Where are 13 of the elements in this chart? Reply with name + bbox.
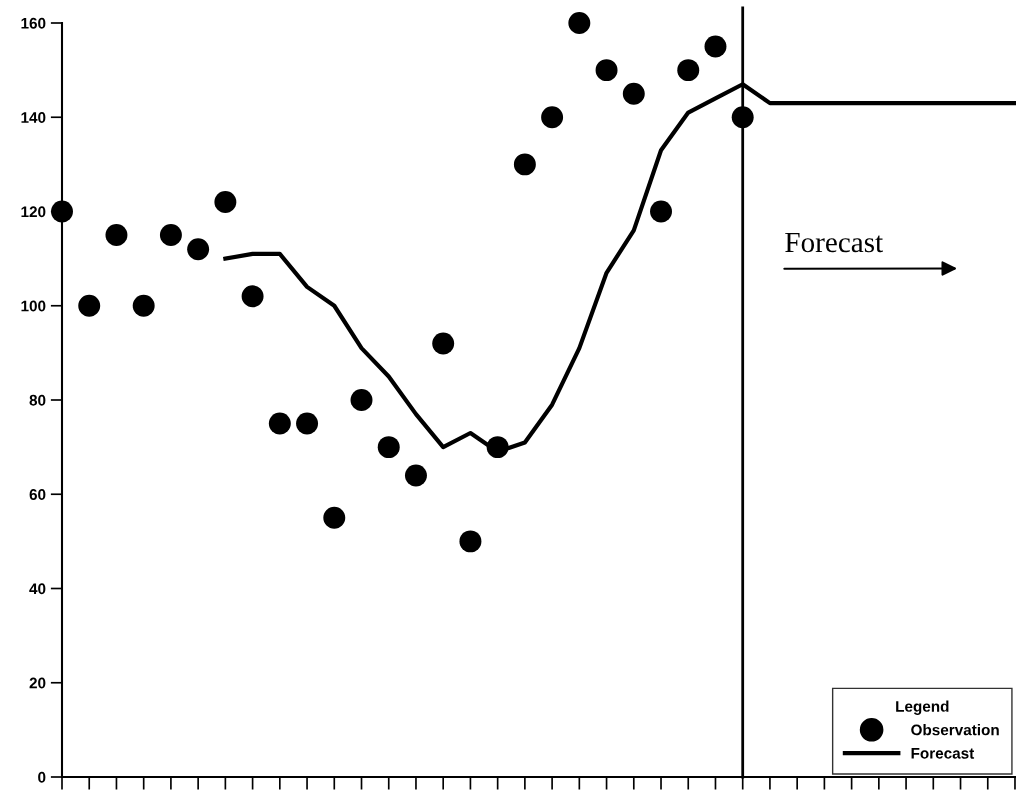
y-tick-label: 0 xyxy=(38,771,46,783)
y-tick-label: 20 xyxy=(29,677,46,689)
legend-label: Observation xyxy=(911,724,999,736)
legend-label: Forecast xyxy=(911,748,975,759)
y-tick-label: 80 xyxy=(29,394,46,406)
y-tick-label: 120 xyxy=(21,206,46,218)
y-tick-label: 140 xyxy=(21,112,46,123)
legend-title: Legend xyxy=(896,700,949,715)
y-tick-label: 60 xyxy=(29,489,46,500)
y-tick-label: 100 xyxy=(21,300,46,312)
annotation: Forecast xyxy=(785,232,883,253)
y-tick-label: 40 xyxy=(29,583,46,595)
y-tick-label: 160 xyxy=(21,17,46,29)
